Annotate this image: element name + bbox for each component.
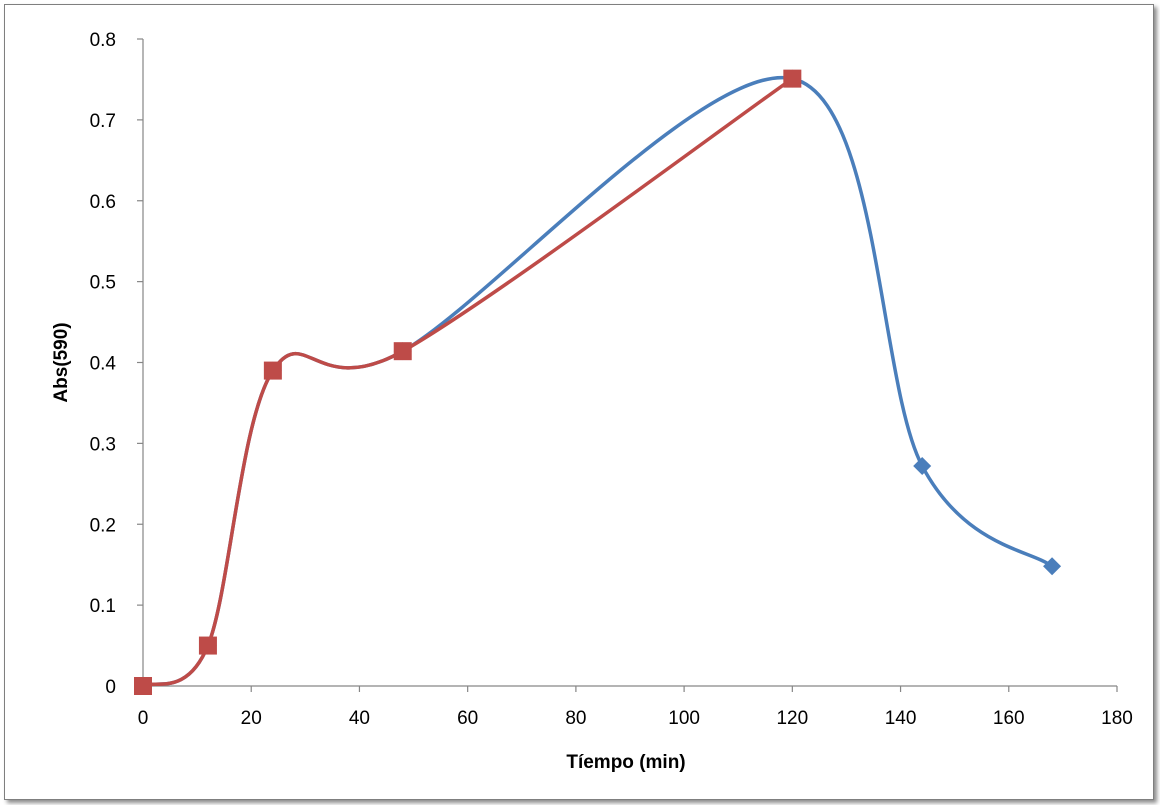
y-tick-label: 0.5 <box>90 273 116 294</box>
y-tick-label: 0 <box>105 677 116 698</box>
series-line <box>142 77 794 688</box>
data-point <box>393 342 412 361</box>
y-tick-label: 0.7 <box>90 111 116 132</box>
x-tick-label: 0 <box>138 708 149 729</box>
data-point <box>198 636 217 655</box>
axes <box>142 39 1117 687</box>
y-tick-label: 0.4 <box>90 354 117 375</box>
x-tick-label: 100 <box>668 708 700 729</box>
data-point <box>1043 557 1062 576</box>
x-tick-label: 120 <box>776 708 808 729</box>
x-axis-title: Tíempo (min) <box>566 752 685 773</box>
y-tick-label: 0.1 <box>90 596 116 617</box>
x-tick-label: 140 <box>885 708 917 729</box>
x-tick-label: 60 <box>457 708 478 729</box>
series-0 <box>142 75 1054 688</box>
tick-labels: 0 0.1 0.2 0.3 0.4 0.5 0.6 0.7 0.8 0 20 40 60 80 100 120… <box>90 30 1133 729</box>
series-0-markers <box>134 69 1062 695</box>
series-line <box>142 75 1054 688</box>
y-tick-label: 0.2 <box>90 515 116 536</box>
data-point <box>913 457 932 476</box>
y-tick-label: 0.3 <box>90 434 116 455</box>
series-layer <box>134 69 1062 695</box>
data-point <box>783 69 802 88</box>
data-point <box>263 361 282 380</box>
series-1 <box>142 77 794 688</box>
x-tick-label: 180 <box>1101 708 1133 729</box>
data-point <box>134 677 152 695</box>
y-tick-label: 0.6 <box>90 192 116 213</box>
series-1-markers <box>134 69 802 695</box>
x-tick-label: 160 <box>993 708 1025 729</box>
x-tick-label: 80 <box>565 708 586 729</box>
x-tick-label: 40 <box>349 708 370 729</box>
x-tick-label: 20 <box>241 708 262 729</box>
y-axis-title: Abs(590) <box>51 322 72 402</box>
y-tick-label: 0.8 <box>90 30 116 51</box>
